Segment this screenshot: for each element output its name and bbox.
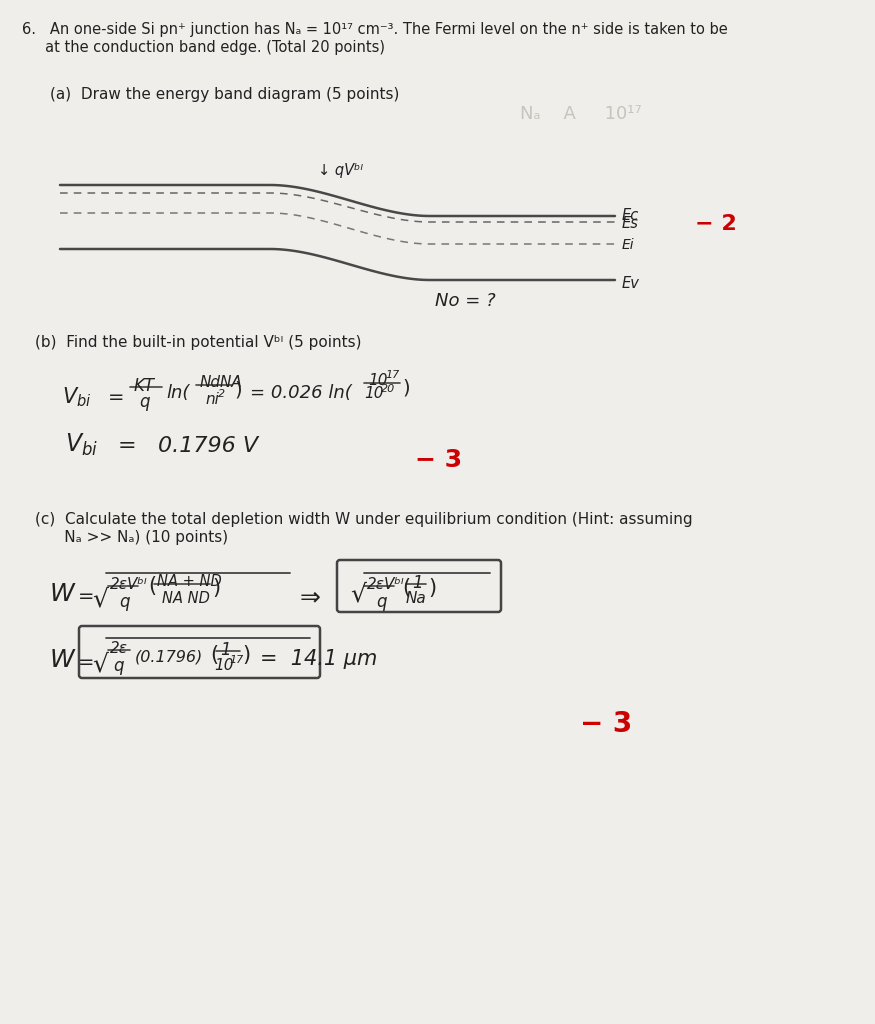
Text: 17: 17 xyxy=(385,370,399,380)
Text: Nₐ    A     10¹⁷: Nₐ A 10¹⁷ xyxy=(520,105,641,123)
Text: ): ) xyxy=(234,380,242,399)
Text: NA + ND: NA + ND xyxy=(157,574,221,589)
Text: =: = xyxy=(78,587,94,606)
Text: 17: 17 xyxy=(229,655,243,665)
Text: =   0.1796 V: = 0.1796 V xyxy=(118,436,258,456)
Text: Nₐ >> Nₐ) (10 points): Nₐ >> Nₐ) (10 points) xyxy=(35,530,228,545)
Text: NA ND: NA ND xyxy=(162,591,210,606)
Text: q: q xyxy=(376,593,387,611)
Text: 1: 1 xyxy=(220,641,231,659)
Text: ⇒: ⇒ xyxy=(300,585,321,609)
Text: 10: 10 xyxy=(368,373,388,388)
Text: Ev: Ev xyxy=(622,276,640,291)
Text: at the conduction band edge. (Total 20 points): at the conduction band edge. (Total 20 p… xyxy=(22,40,385,55)
Text: √: √ xyxy=(92,652,108,676)
Text: 2εVᵇᴵ: 2εVᵇᴵ xyxy=(367,577,405,592)
Text: $V_{bi}$: $V_{bi}$ xyxy=(65,432,98,458)
Text: W: W xyxy=(50,582,74,606)
Text: = 0.026 ln(: = 0.026 ln( xyxy=(250,384,352,402)
Text: (c)  Calculate the total depletion width W under equilibrium condition (Hint: as: (c) Calculate the total depletion width … xyxy=(35,512,693,527)
Text: q: q xyxy=(119,593,130,611)
Text: 10: 10 xyxy=(214,658,234,673)
Text: ): ) xyxy=(428,578,436,598)
Text: 2ε: 2ε xyxy=(110,641,128,656)
Text: Ec: Ec xyxy=(622,208,640,223)
Text: =: = xyxy=(78,653,94,672)
Text: (: ( xyxy=(148,575,156,596)
Text: NdNA: NdNA xyxy=(200,375,242,390)
Text: ln(: ln( xyxy=(166,384,189,402)
Text: (a)  Draw the energy band diagram (5 points): (a) Draw the energy band diagram (5 poin… xyxy=(50,87,399,102)
Text: √: √ xyxy=(350,582,366,606)
Text: 20: 20 xyxy=(381,384,396,394)
Text: ): ) xyxy=(212,578,220,598)
Text: 10: 10 xyxy=(364,386,383,401)
Text: KT: KT xyxy=(134,377,155,395)
Text: Na: Na xyxy=(406,591,427,606)
Text: − 3: − 3 xyxy=(580,710,633,738)
Text: 1: 1 xyxy=(412,574,423,592)
Text: (: ( xyxy=(210,645,218,665)
Text: √: √ xyxy=(92,587,108,611)
Text: W: W xyxy=(50,648,74,672)
Text: − 2: − 2 xyxy=(695,214,737,234)
Text: − 3: − 3 xyxy=(415,449,462,472)
Text: ni: ni xyxy=(205,392,219,407)
Text: 6.   An one-side Si pn⁺ junction has Nₐ = 10¹⁷ cm⁻³. The Fermi level on the n⁺ s: 6. An one-side Si pn⁺ junction has Nₐ = … xyxy=(22,22,728,37)
Text: ): ) xyxy=(242,645,250,665)
Text: ): ) xyxy=(402,378,410,397)
Text: 2εVᵇᴵ: 2εVᵇᴵ xyxy=(110,577,148,592)
Text: q: q xyxy=(139,393,150,411)
Text: Es: Es xyxy=(622,216,639,231)
Text: (: ( xyxy=(402,578,410,598)
Text: =: = xyxy=(108,388,124,407)
Text: (0.1796): (0.1796) xyxy=(135,649,203,664)
Text: =  14.1 μm: = 14.1 μm xyxy=(260,649,377,669)
Text: No = ?: No = ? xyxy=(435,292,495,310)
Text: ↓ qVᵇᴵ: ↓ qVᵇᴵ xyxy=(318,163,363,178)
Text: $V_{bi}$: $V_{bi}$ xyxy=(62,385,92,409)
Text: q: q xyxy=(113,657,123,675)
Text: Ei: Ei xyxy=(622,238,634,252)
Text: 2: 2 xyxy=(218,389,225,399)
Text: (b)  Find the built-in potential Vᵇᴵ (5 points): (b) Find the built-in potential Vᵇᴵ (5 p… xyxy=(35,335,361,350)
